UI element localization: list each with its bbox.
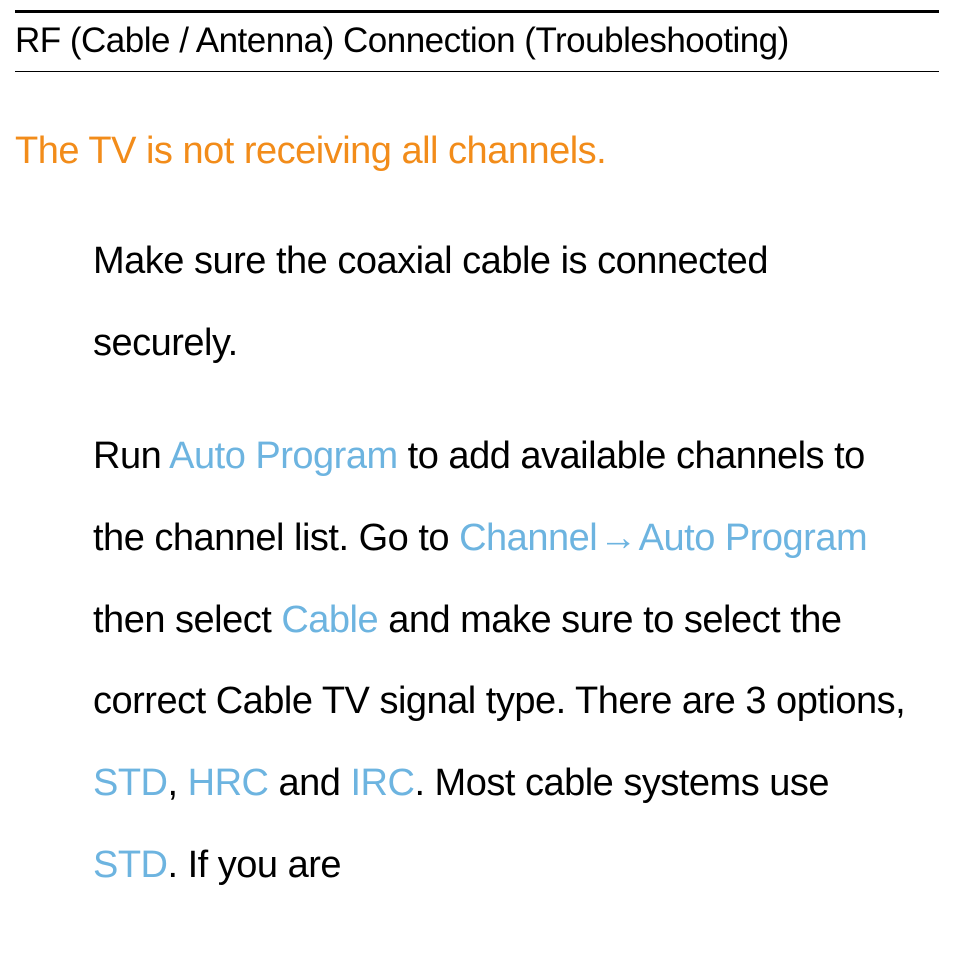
header-top-rule <box>15 10 939 13</box>
text-run: . Most cable systems use <box>414 762 829 804</box>
link-hrc[interactable]: HRC <box>188 762 269 804</box>
link-auto-program-2[interactable]: Auto Program <box>639 517 867 559</box>
link-cable[interactable]: Cable <box>281 599 378 641</box>
link-channel[interactable]: Channel <box>459 517 597 559</box>
link-irc[interactable]: IRC <box>350 762 414 804</box>
paragraph-1: Make sure the coaxial cable is connected… <box>93 221 919 384</box>
body-content: Make sure the coaxial cable is connected… <box>15 221 939 907</box>
paragraph-2: Run Auto Program to add available channe… <box>93 416 919 906</box>
link-std-2[interactable]: STD <box>93 844 168 886</box>
link-std[interactable]: STD <box>93 762 168 804</box>
page-header-title: RF (Cable / Antenna) Connection (Trouble… <box>15 21 939 72</box>
arrow-icon: → <box>597 498 639 580</box>
text-run: and <box>268 762 350 804</box>
text-run: , <box>168 762 188 804</box>
link-auto-program[interactable]: Auto Program <box>169 435 397 477</box>
text-run: . If you are <box>168 844 342 886</box>
text-run: then select <box>93 599 281 641</box>
text-run: Run <box>93 435 169 477</box>
section-heading: The TV is not receiving all channels. <box>15 130 939 173</box>
